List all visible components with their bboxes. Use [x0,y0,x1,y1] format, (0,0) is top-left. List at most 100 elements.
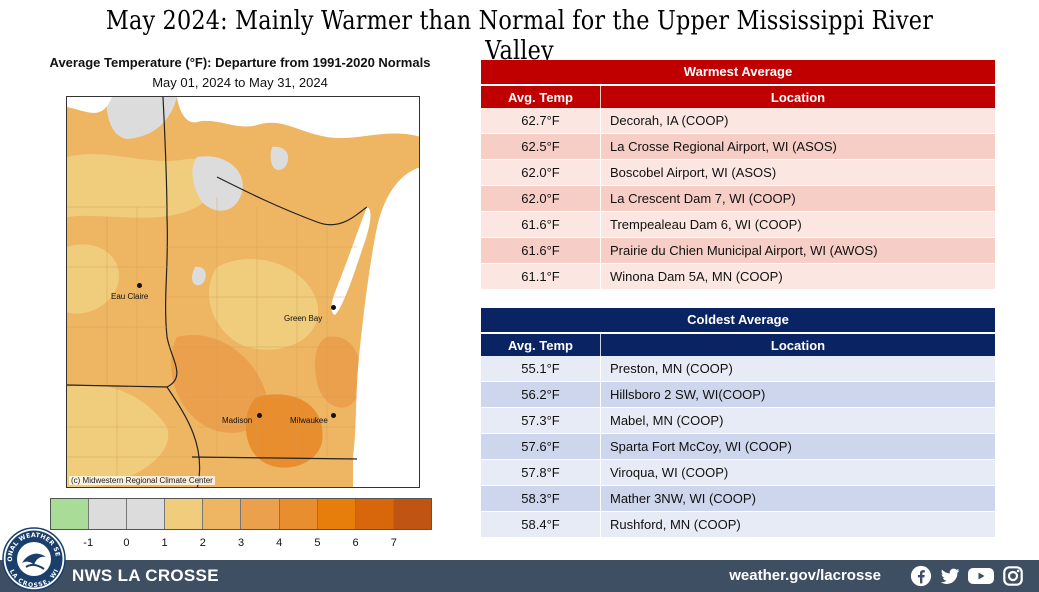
cell-location: Winona Dam 5A, MN (COOP) [610,269,783,284]
column-header-temp: Avg. Temp [481,334,601,356]
city-dot-eau-claire [137,283,142,288]
state-border [162,97,178,388]
cell-location: Sparta Fort McCoy, WI (COOP) [610,439,792,454]
legend-color-bar [50,498,432,530]
legend-tick-label: 5 [314,537,321,549]
cell-location: Hillsboro 2 SW, WI(COOP) [610,387,766,402]
cell-location: Trempealeau Dam 6, WI (COOP) [610,217,802,232]
map-zone-normal [270,146,289,171]
table-row: 62.7°F Decorah, IA (COOP) [481,108,995,134]
table-row: 61.6°F Trempealeau Dam 6, WI (COOP) [481,212,995,238]
column-header-temp: Avg. Temp [481,86,601,108]
cell-avg-temp: 57.8°F [481,460,601,485]
map-zone-light [67,154,216,218]
table-row: 55.1°F Preston, MN (COOP) [481,356,995,382]
legend-swatch [241,499,280,529]
table-row: 58.3°F Mather 3NW, WI (COOP) [481,486,995,512]
state-border [216,176,368,226]
column-header-location: Location [770,338,826,353]
lake-superior [67,97,112,113]
city-label-eau-claire: Eau Claire [111,292,149,301]
cell-avg-temp: 58.4°F [481,512,601,537]
table-row: 57.6°F Sparta Fort McCoy, WI (COOP) [481,434,995,460]
legend-swatch [165,499,204,529]
table-row: 62.0°F La Crescent Dam 7, WI (COOP) [481,186,995,212]
map-graphic [67,97,419,487]
city-label-milwaukee: Milwaukee [290,416,328,425]
legend-tick-label: 7 [390,537,397,549]
state-border [67,384,168,388]
column-header-location: Location [770,90,826,105]
cell-avg-temp: 56.2°F [481,382,601,407]
coldest-table: Coldest Average Avg. Temp Location 55.1°… [481,308,995,538]
lake-michigan [353,167,419,487]
cell-avg-temp: 61.6°F [481,212,601,237]
city-dot-milwaukee [331,413,336,418]
city-dot-madison [257,413,262,418]
facebook-icon[interactable] [910,565,932,587]
legend-swatch [203,499,242,529]
state-border [191,456,358,460]
nws-logo: NATIONAL WEATHER SERVICE LA CROSSE, WI [2,527,66,591]
table-row: 56.2°F Hillsboro 2 SW, WI(COOP) [481,382,995,408]
cell-avg-temp: 58.3°F [481,486,601,511]
warmest-table: Warmest Average Avg. Temp Location 62.7°… [481,60,995,290]
table-row: 58.4°F Rushford, MN (COOP) [481,512,995,538]
map-zone-warm [315,336,361,408]
city-label-madison: Madison [222,416,253,425]
table-row: 61.1°F Winona Dam 5A, MN (COOP) [481,264,995,290]
footer-office-name: NWS LA CROSSE [72,566,219,585]
map-zone-normal [106,97,177,139]
lake-superior [177,97,419,138]
legend-tick-label: 1 [161,537,168,549]
legend-swatch [355,499,394,529]
legend-tick-label: 6 [352,537,359,549]
cell-avg-temp: 62.7°F [481,108,601,133]
map-zone-light [67,384,169,487]
legend-swatch [89,499,128,529]
table-row: 62.0°F Boscobel Airport, WI (ASOS) [481,160,995,186]
legend-tick-label: 3 [237,537,245,549]
cell-location: Mabel, MN (COOP) [610,413,724,428]
map-zone-light [208,259,319,350]
map-credit: (c) Midwestern Regional Climate Center [69,476,215,485]
map-zone-warm [171,335,268,433]
city-dot-green-bay [331,305,336,310]
warmest-table-body: 62.7°F Decorah, IA (COOP) 62.5°F La Crosse … [481,108,995,290]
coldest-table-header: Coldest Average [481,308,995,332]
map-zone-normal [192,266,206,286]
cell-avg-temp: 61.1°F [481,264,601,289]
coldest-table-columns: Avg. Temp Location [481,332,995,356]
warmest-table-columns: Avg. Temp Location [481,84,995,108]
green-bay [331,207,371,315]
cell-location: Boscobel Airport, WI (ASOS) [610,165,777,180]
footer-website-link[interactable]: weather.gov/lacrosse [729,567,881,584]
table-row: 57.3°F Mabel, MN (COOP) [481,408,995,434]
cell-avg-temp: 55.1°F [481,356,601,381]
temperature-departure-map: Eau Claire Green Bay Madison Milwaukee (… [66,96,420,488]
page-title: May 2024: Mainly Warmer than Normal for … [105,6,934,66]
coldest-table-body: 55.1°F Preston, MN (COOP) 56.2°F Hillsboro … [481,356,995,538]
cell-avg-temp: 57.6°F [481,434,601,459]
cell-location: Rushford, MN (COOP) [610,517,741,532]
warmest-table-header: Warmest Average [481,60,995,84]
twitter-icon[interactable] [938,565,962,587]
legend-tick-label: -1 [83,537,94,549]
instagram-icon[interactable] [1002,565,1024,587]
cell-avg-temp: 61.6°F [481,238,601,263]
legend-swatch [317,499,356,529]
map-zone-warmer [245,394,323,468]
map-subtitle: May 01, 2024 to May 31, 2024 [152,75,328,90]
county-lines [67,197,357,487]
footer-bar: NWS LA CROSSE weather.gov/lacrosse [0,560,1039,592]
map-zone-normal [192,156,243,211]
cell-avg-temp: 57.3°F [481,408,601,433]
cell-avg-temp: 62.5°F [481,134,601,159]
cell-location: La Crescent Dam 7, WI (COOP) [610,191,796,206]
legend-swatch [279,499,318,529]
cell-avg-temp: 62.0°F [481,186,601,211]
youtube-icon[interactable] [967,565,995,587]
cell-location: Decorah, IA (COOP) [610,113,729,128]
cell-avg-temp: 62.0°F [481,160,601,185]
legend-swatch [127,499,166,529]
